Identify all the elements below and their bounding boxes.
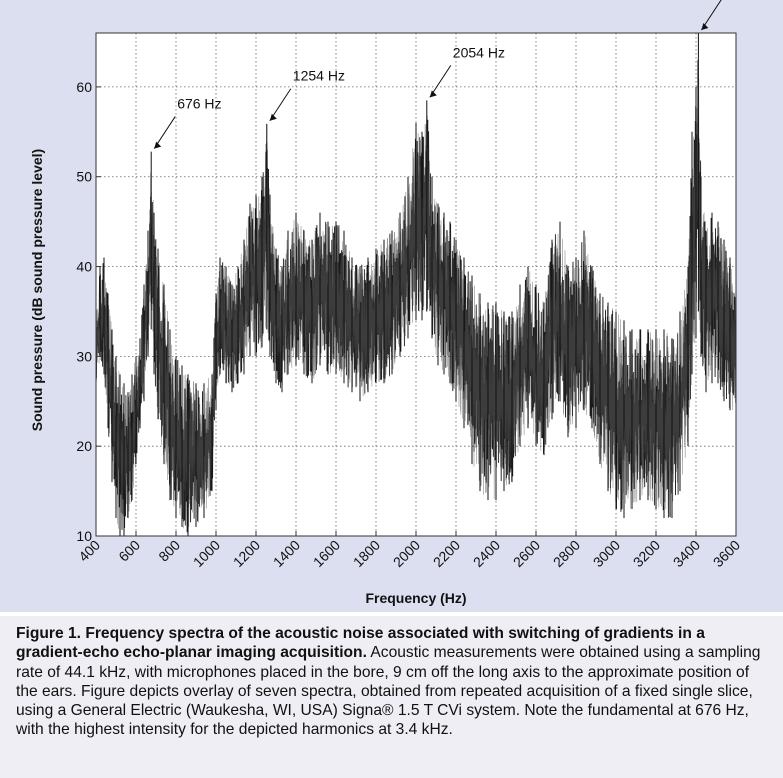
- peak-arrow-head: [701, 23, 709, 30]
- x-tick-label: 3000: [590, 537, 623, 570]
- spectrum-chart: 400 600 800 1000 1200 1400 1600 1800 2000 2200 240…: [29, 0, 743, 606]
- caption-body: Acoustic measurements were obtained usin…: [16, 644, 761, 739]
- x-tick-label: 1800: [350, 537, 383, 570]
- x-tick-label: 800: [155, 537, 183, 565]
- x-tick-label: 600: [115, 537, 143, 565]
- caption-title: Figure 1. Frequency spectra of the acous…: [16, 625, 705, 662]
- x-tick-label: 3400: [670, 537, 703, 570]
- x-tick-label: 3600: [710, 537, 743, 570]
- x-tick-label: 2600: [510, 537, 543, 570]
- x-tick-label: 2400: [470, 537, 503, 570]
- peak-arrow-head: [154, 141, 162, 149]
- x-tick-label: 3200: [630, 537, 663, 570]
- y-tick-label: 40: [76, 259, 92, 275]
- figure-panel: 400 600 800 1000 1200 1400 1600 1800 2000 2200 240…: [0, 0, 783, 612]
- y-tick-label: 10: [76, 528, 92, 544]
- series-layer: [95, 33, 737, 536]
- y-tick-label: 30: [76, 348, 92, 364]
- x-tick-label: 1400: [270, 537, 303, 570]
- x-axis-label: Frequency (Hz): [365, 590, 466, 606]
- x-tick-label: 1000: [190, 537, 223, 570]
- peak-label: 2054 Hz: [453, 44, 505, 60]
- x-tick-label: 2000: [390, 537, 423, 570]
- y-axis-label: Sound pressure (dB sound pressure level): [29, 149, 45, 431]
- caption-panel: Figure 1. Frequency spectra of the acous…: [0, 616, 783, 778]
- x-tick-label: 1200: [230, 537, 263, 570]
- y-tick-label: 20: [76, 438, 92, 454]
- x-tick-label: 2800: [550, 537, 583, 570]
- y-tick-label: 60: [76, 79, 92, 95]
- peak-arrow-head: [429, 90, 437, 98]
- y-tick-label: 50: [76, 169, 92, 185]
- x-tick-label: 1600: [310, 537, 343, 570]
- peak-label: 676 Hz: [177, 96, 221, 112]
- peak-arrow-head: [269, 113, 277, 121]
- peak-label: 1254 Hz: [293, 68, 345, 84]
- figure-caption: Figure 1. Frequency spectra of the acous…: [16, 624, 768, 740]
- x-tick-label: 2200: [430, 537, 463, 570]
